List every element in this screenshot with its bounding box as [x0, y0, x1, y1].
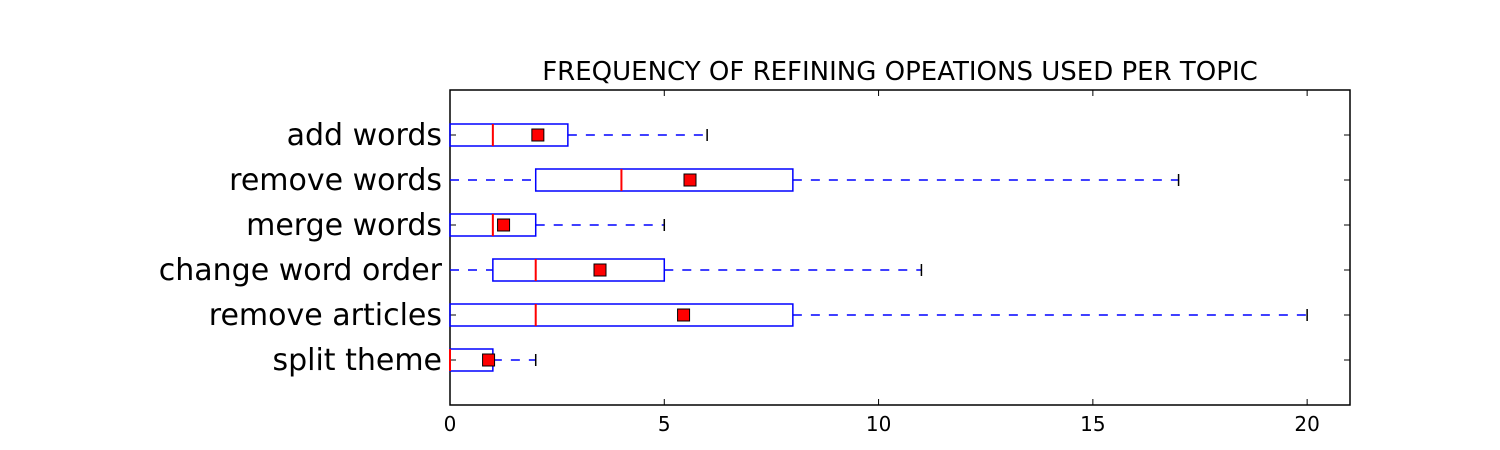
x-tick-label: 15	[1080, 412, 1105, 436]
mean-marker	[482, 353, 496, 367]
category-label: split theme	[272, 343, 442, 378]
category-label: add words	[287, 118, 442, 153]
mean-marker	[497, 218, 511, 232]
mean-marker	[531, 128, 545, 142]
x-tick-label: 5	[658, 412, 671, 436]
box-iqr	[449, 303, 794, 327]
box-iqr	[492, 258, 666, 282]
chart-marks: 0 5 10 15 20 add words remove words merge words…	[159, 90, 1350, 436]
category-label: remove words	[229, 163, 442, 198]
x-tick-label: 10	[866, 412, 891, 436]
mean-marker	[593, 263, 607, 277]
x-tick-label: 0	[444, 412, 457, 436]
mean-marker	[683, 173, 697, 187]
chart-title: FREQUENCY OF REFINING OPEATIONS USED PER…	[542, 57, 1258, 87]
category-label: remove articles	[209, 298, 442, 333]
category-label: merge words	[246, 208, 442, 243]
mean-marker	[677, 308, 691, 322]
box-iqr	[534, 168, 794, 192]
x-tick-label: 20	[1294, 412, 1319, 436]
plot-frame	[449, 89, 1351, 406]
category-label: change word order	[159, 253, 443, 288]
box-iqr	[449, 123, 569, 147]
